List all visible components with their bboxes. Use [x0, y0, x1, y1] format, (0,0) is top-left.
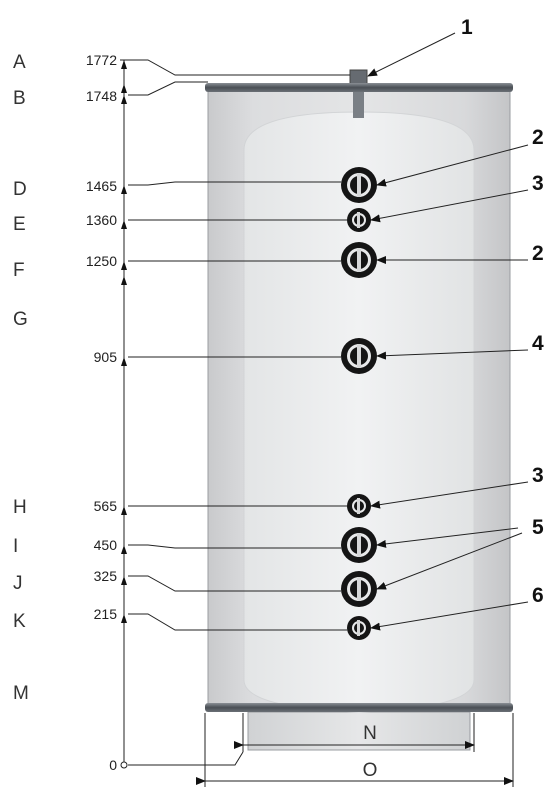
letter-g: G [13, 309, 28, 330]
height-value-565: 565 [94, 498, 118, 514]
bottom-band [205, 703, 513, 712]
height-value-1360: 1360 [86, 212, 117, 228]
top-band [205, 83, 513, 92]
height-value-905: 905 [94, 349, 118, 365]
callout-2-upper: 2 [532, 126, 544, 149]
callout-4: 4 [532, 332, 544, 355]
letter-h: H [13, 497, 27, 518]
port-1360 [347, 208, 371, 232]
row-letters: A B D E F G H I J K M [13, 52, 29, 704]
callout-2-lower: 2 [532, 242, 544, 265]
callout-5: 5 [532, 516, 544, 539]
width-label-outer: O [363, 760, 378, 781]
height-value-1465: 1465 [86, 178, 117, 194]
letter-f: F [13, 260, 25, 281]
letter-d: D [13, 179, 27, 200]
port-215 [347, 616, 371, 640]
letter-i: I [13, 536, 18, 557]
letter-a: A [13, 52, 26, 73]
height-values: 1772 1748 1465 1360 1250 905 565 450 325… [86, 52, 117, 773]
callout-numbers: 1 2 3 2 4 3 5 6 [461, 16, 544, 607]
axis-origin [120, 761, 128, 769]
height-value-1772: 1772 [86, 52, 117, 68]
port-905 [341, 338, 377, 374]
letter-k: K [13, 611, 26, 632]
callout-3-lower: 3 [532, 464, 544, 487]
letter-e: E [13, 214, 26, 235]
letter-b: B [13, 88, 26, 109]
callout-leaders [367, 32, 529, 631]
callout-6: 6 [532, 584, 544, 607]
port-565 [347, 494, 371, 518]
height-value-1748: 1748 [86, 88, 117, 104]
height-value-215: 215 [94, 606, 118, 622]
height-value-450: 450 [94, 537, 118, 553]
port-325 [341, 571, 377, 607]
ports [341, 167, 377, 640]
height-value-1250: 1250 [86, 253, 117, 269]
height-leaders [128, 59, 350, 766]
tank-foot [247, 711, 471, 751]
axis-arrows [121, 60, 127, 623]
height-value-0: 0 [109, 757, 117, 773]
callout-1: 1 [461, 16, 473, 39]
port-450 [341, 527, 377, 563]
height-value-325: 325 [94, 568, 118, 584]
port-1465 [341, 167, 377, 203]
port-1250 [341, 242, 377, 278]
top-pipe [353, 92, 364, 118]
width-label-inner: N [363, 723, 377, 744]
letter-m: M [13, 683, 29, 704]
callout-3-upper: 3 [532, 172, 544, 195]
letter-j: J [13, 573, 23, 594]
